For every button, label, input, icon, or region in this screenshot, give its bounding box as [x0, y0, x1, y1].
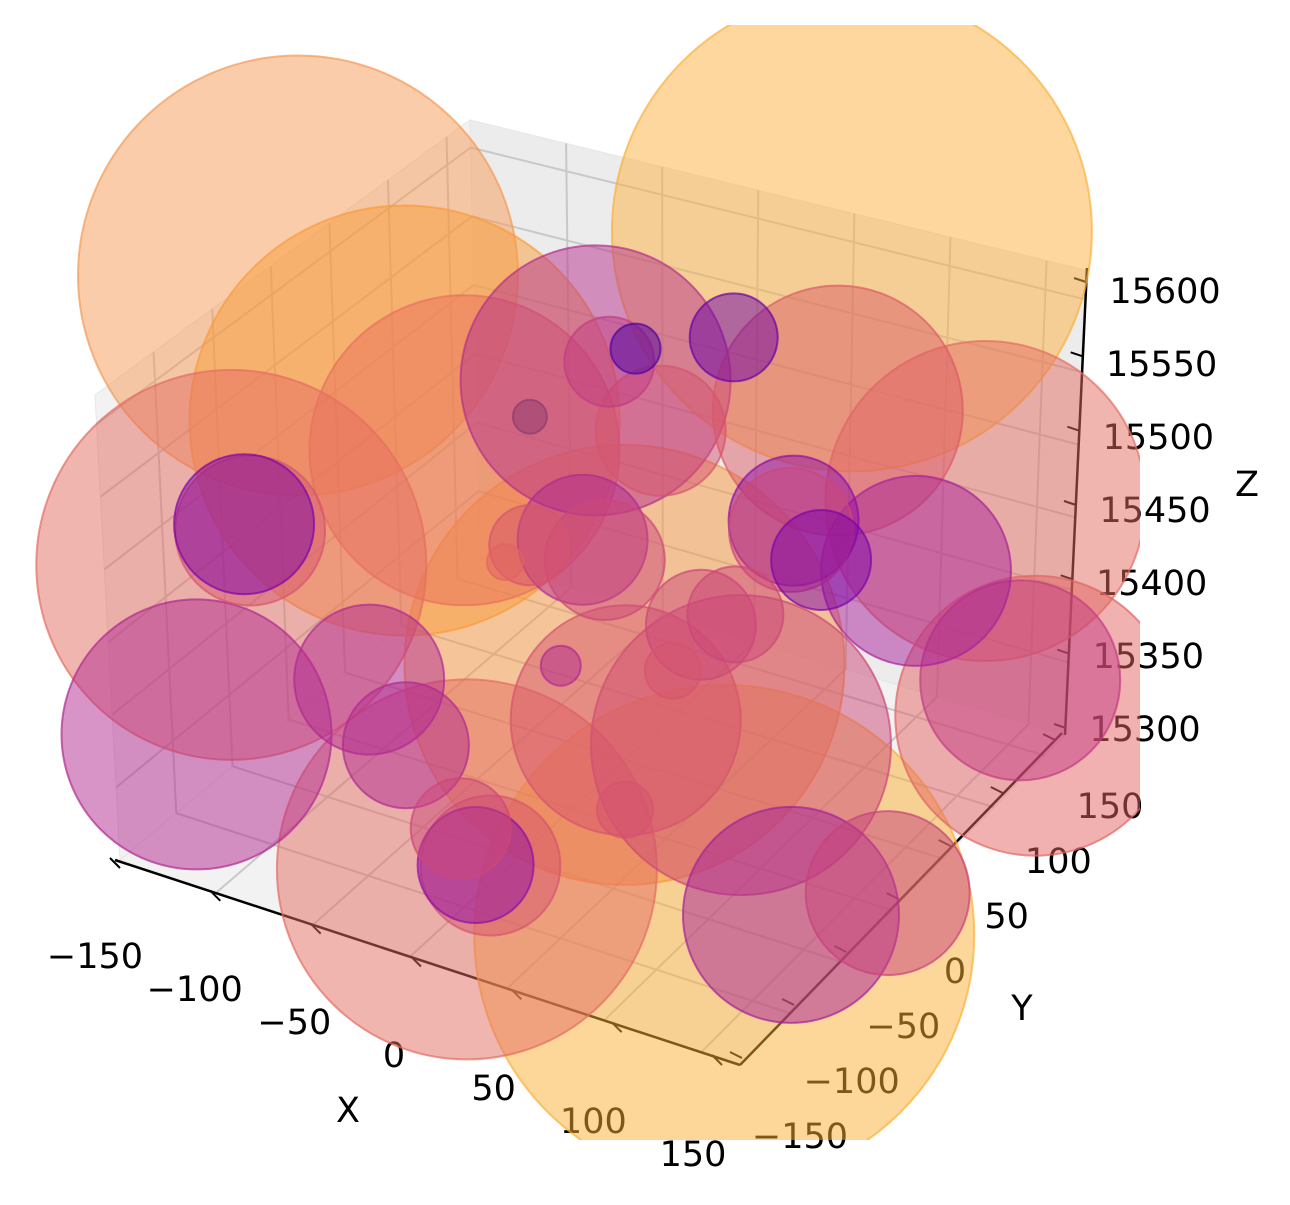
- y-tick-label: 50: [984, 897, 1029, 937]
- x-tick-label: −100: [147, 970, 243, 1010]
- bubble-point-39: [643, 641, 702, 700]
- bubble-point-40: [539, 644, 582, 687]
- y-axis-label: Y: [1010, 989, 1033, 1029]
- bubble-point-35: [688, 292, 779, 383]
- bubble-point-33: [686, 565, 785, 664]
- bubble-point-32: [409, 777, 512, 880]
- z-tick-mark: [1070, 351, 1083, 358]
- x-tick-mark: [209, 890, 222, 902]
- bubble-point-41: [486, 543, 524, 581]
- bubble-point-20: [173, 453, 316, 596]
- x-tick-label: −150: [47, 937, 143, 977]
- z-axis-label: Z: [1235, 465, 1259, 505]
- z-tick-label: 15600: [1109, 272, 1220, 312]
- bubble-point-37: [609, 322, 662, 375]
- bubble-point-27: [341, 681, 470, 810]
- x-tick-label: −50: [257, 1003, 331, 1043]
- x-tick-label: 50: [471, 1069, 516, 1109]
- bubble-point-42: [511, 398, 548, 435]
- bubble-point-18: [804, 810, 971, 977]
- x-axis-label: X: [336, 1091, 360, 1131]
- bubble-point-38: [596, 780, 654, 839]
- x-tick-mark: [109, 857, 121, 869]
- z-tick-label: 15550: [1106, 345, 1217, 385]
- bubble-point-12: [60, 598, 333, 871]
- bubbles: [35, 25, 1140, 1140]
- bubble-point-31: [770, 509, 873, 611]
- x-tick-label: 150: [660, 1135, 727, 1175]
